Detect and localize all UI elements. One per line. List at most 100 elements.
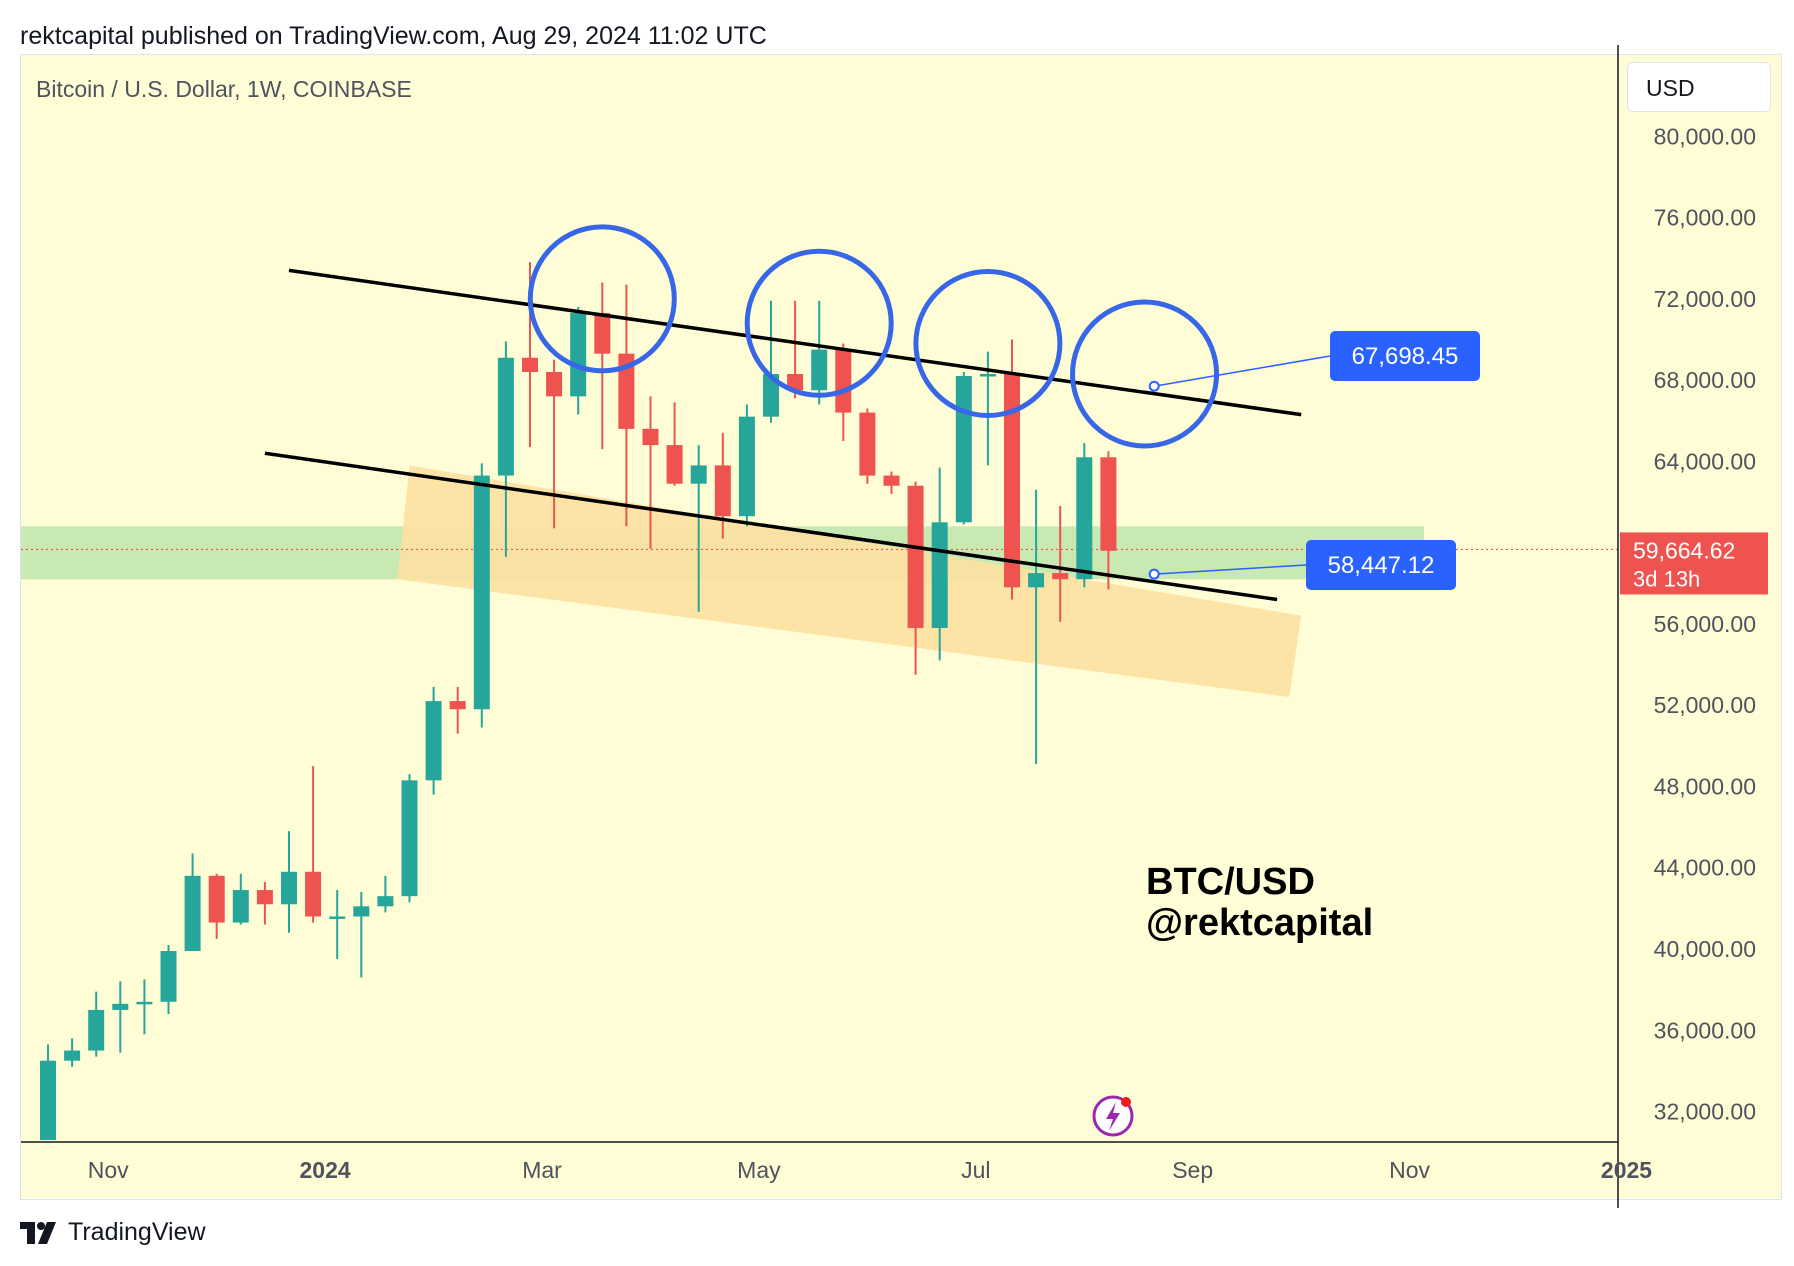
candle <box>1004 339 1020 600</box>
candle-body <box>570 313 587 397</box>
upper-channel-line <box>288 268 1302 417</box>
price-label-anchor <box>1148 568 1160 580</box>
candle <box>449 686 466 734</box>
candle-body <box>955 376 972 523</box>
candle-body <box>160 951 177 1002</box>
candle <box>811 300 828 405</box>
candle-body <box>88 1009 105 1051</box>
candle <box>497 341 514 557</box>
x-tick-label: 2024 <box>300 1157 351 1183</box>
candle-body <box>811 349 828 391</box>
candle <box>955 371 972 525</box>
orange-support-channel <box>397 465 1302 698</box>
candle-body <box>329 916 346 919</box>
trendlines <box>264 268 1302 602</box>
x-tick-label: 2025 <box>1601 1157 1652 1183</box>
candle <box>377 875 394 913</box>
tradingview-brand[interactable]: TradingView <box>20 1218 206 1247</box>
candle-body <box>305 871 322 917</box>
candle <box>570 306 587 415</box>
x-tick-label: Jul <box>961 1157 990 1183</box>
candle-body <box>497 357 514 476</box>
candle <box>136 979 153 1035</box>
y-tick-label: 56,000.00 <box>1654 611 1756 637</box>
currency-selector[interactable]: USD <box>1627 62 1771 112</box>
candle-body <box>377 896 394 907</box>
y-tick-label: 48,000.00 <box>1654 773 1756 799</box>
price-label-text: 58,447.12 <box>1328 552 1435 579</box>
candle <box>281 831 297 933</box>
candle-body <box>40 1060 56 1140</box>
candle-body <box>1100 457 1117 551</box>
candle <box>1100 451 1117 590</box>
candle <box>594 282 611 450</box>
price-labels: 67,698.45 58,447.12 <box>1148 331 1480 590</box>
current-price-tag <box>1620 532 1768 595</box>
candle-body <box>1052 573 1069 580</box>
watermark-line-1: BTC/USD <box>1146 861 1315 903</box>
y-tick-label: 76,000.00 <box>1654 205 1756 231</box>
candle <box>473 463 490 728</box>
candle <box>883 471 900 494</box>
highlight-circle <box>744 248 894 398</box>
candle-body <box>1028 573 1045 588</box>
candle <box>425 686 442 795</box>
chart-zones <box>21 465 1618 698</box>
candle-body <box>1076 457 1093 580</box>
candle <box>642 396 659 549</box>
candle-body <box>594 313 611 354</box>
chart-frame[interactable] <box>20 54 1782 1200</box>
candle-body <box>136 1001 153 1005</box>
y-tick-label: 68,000.00 <box>1654 367 1756 393</box>
candle-body <box>618 353 635 429</box>
candle-body <box>425 701 442 781</box>
price-label-anchor <box>1148 380 1160 392</box>
candle-body <box>112 1003 129 1010</box>
candle <box>1028 489 1045 765</box>
lightning-icon <box>1106 1102 1120 1131</box>
candle <box>907 481 924 675</box>
event-dot <box>1121 1097 1131 1107</box>
candle-countdown: 3d 13h <box>1633 566 1700 591</box>
candle-body <box>883 475 900 486</box>
candle <box>256 881 273 925</box>
candle <box>329 890 346 960</box>
y-tick-label: 72,000.00 <box>1654 286 1756 312</box>
candle <box>763 300 779 423</box>
candle <box>208 873 225 939</box>
candle-body <box>256 890 273 905</box>
candle <box>184 853 201 952</box>
y-tick-label: 40,000.00 <box>1654 936 1756 962</box>
candle <box>64 1038 81 1067</box>
y-tick-label: 36,000.00 <box>1654 1017 1756 1043</box>
candle <box>160 944 177 1014</box>
y-tick-label: 32,000.00 <box>1654 1099 1756 1125</box>
candles <box>40 262 1117 1140</box>
candle-body <box>642 428 659 446</box>
candle-body <box>763 373 779 417</box>
x-tick-label: Nov <box>1389 1157 1430 1183</box>
candle <box>401 774 418 903</box>
x-tick-label: May <box>737 1157 781 1183</box>
y-tick-label: 64,000.00 <box>1654 448 1756 474</box>
brand-name: TradingView <box>68 1218 206 1246</box>
candle-body <box>859 412 876 476</box>
symbol-label: Bitcoin / U.S. Dollar, 1W, COINBASE <box>36 76 412 102</box>
candle <box>88 991 105 1057</box>
price-label-connector <box>1154 564 1307 575</box>
published-line: rektcapital published on TradingView.com… <box>20 22 767 50</box>
candle-body <box>353 906 370 917</box>
candle <box>112 981 129 1053</box>
candle-body <box>787 373 804 391</box>
candle-body <box>401 780 418 897</box>
highlight-circles <box>527 224 1220 449</box>
candle-body <box>979 373 996 377</box>
lightning-event-icon <box>1092 1095 1134 1137</box>
candle-body <box>522 357 538 372</box>
candle <box>618 284 635 527</box>
candle <box>859 408 876 484</box>
candle-body <box>907 485 924 628</box>
price-label-text: 67,698.45 <box>1352 343 1459 370</box>
candle-body <box>546 371 563 397</box>
